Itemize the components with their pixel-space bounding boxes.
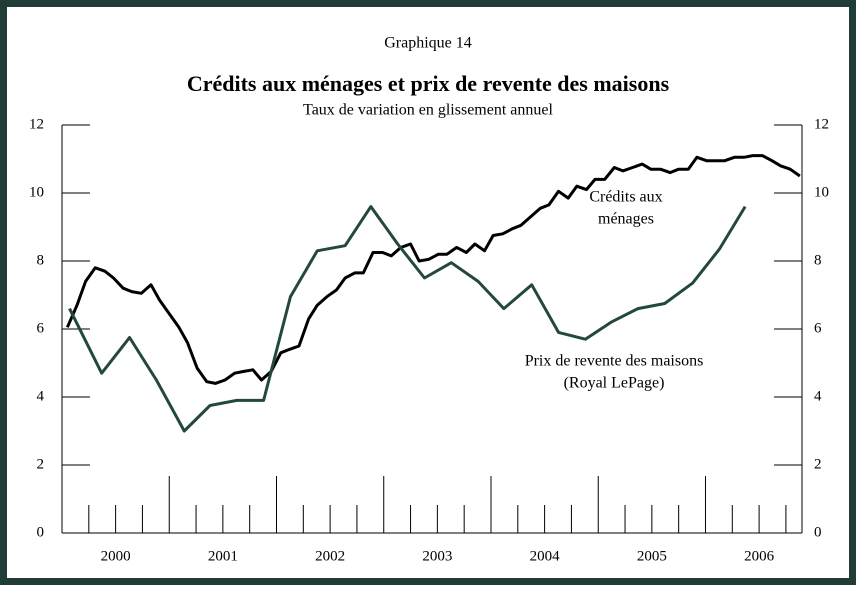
y2-tick-label: 6 (814, 320, 822, 336)
y2-tick-label: 12 (814, 116, 829, 132)
y-tick-label: 2 (37, 456, 45, 472)
x-tick-label: 2000 (101, 548, 131, 564)
x-tick-label: 2003 (422, 548, 452, 564)
x-tick-label: 2002 (315, 548, 345, 564)
annotation: (Royal LePage) (564, 375, 665, 392)
y2-tick-label: 8 (814, 252, 822, 268)
y-tick-label: 6 (37, 320, 45, 336)
y2-tick-label: 10 (814, 184, 829, 200)
x-tick-label: 2006 (744, 548, 775, 564)
series-line (65, 154, 801, 385)
annotation: Crédits aux (589, 189, 662, 206)
annotation: Prix de revente des maisons (525, 353, 704, 370)
y2-tick-label: 0 (814, 524, 822, 540)
y2-tick-label: 2 (814, 456, 822, 472)
y-tick-label: 12 (29, 116, 44, 132)
x-tick-label: 2001 (208, 548, 238, 564)
series-line (68, 205, 747, 433)
annotation: ménages (598, 211, 654, 228)
chart-label: Graphique 14 (384, 35, 472, 52)
y-tick-label: 0 (37, 524, 45, 540)
chart-subtitle: Taux de variation en glissement annuel (303, 102, 553, 119)
chart-title: Crédits aux ménages et prix de revente d… (187, 71, 670, 96)
y-tick-label: 10 (29, 184, 44, 200)
x-tick-label: 2005 (637, 548, 667, 564)
y-tick-label: 8 (37, 252, 45, 268)
y2-tick-label: 4 (814, 388, 822, 404)
x-tick-label: 2004 (530, 548, 561, 564)
y-tick-label: 4 (37, 388, 45, 404)
